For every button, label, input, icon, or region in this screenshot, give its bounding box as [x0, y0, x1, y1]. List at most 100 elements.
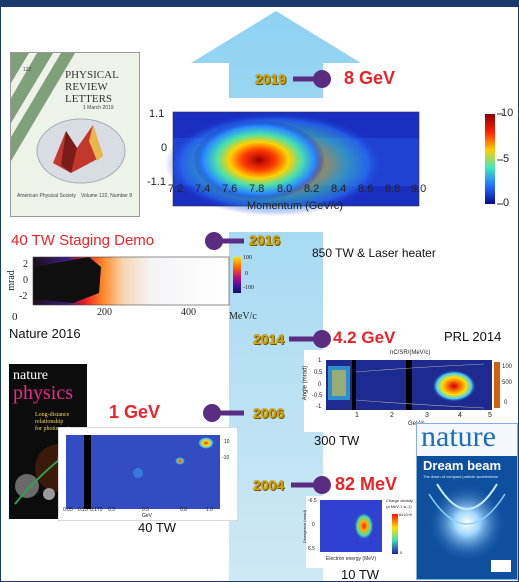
staging-cbar-tick: 0 — [245, 271, 248, 277]
spectrum-2006-xtick: 0.8 — [180, 507, 187, 513]
year-2014: 2014 — [253, 331, 285, 347]
spectrum-2014-ytick: 1 — [318, 358, 322, 364]
spectrum-2019-ytick: -1.1 — [147, 176, 166, 188]
caption-2016: Nature 2016 — [9, 326, 81, 341]
nature-physics-headline: Long-distance relationship for photon pa… — [35, 412, 85, 433]
x-tick: 7.6 — [222, 183, 238, 195]
spectrum-2004-ytick: 0 — [312, 522, 315, 528]
year-2016: 2016 — [249, 232, 281, 248]
spectrum-2004-cbar-label: (a MeV-1 sr-1) — [386, 504, 412, 509]
cbar-tick: 5 — [503, 153, 510, 165]
staging-ytick: 0 — [23, 275, 28, 286]
spectrum-2006-rtick: -10 — [222, 455, 230, 461]
energy-2016: 40 TW Staging Demo — [11, 232, 155, 249]
year-2019: 2019 — [255, 71, 287, 87]
x-tick: 8.2 — [304, 183, 320, 195]
spectrum-2006-xtick: 0.05 — [63, 507, 73, 513]
spectrum-2004-cbar-label: Charge density — [386, 498, 413, 503]
spectrum-2006-xtick: 1.0 — [206, 507, 213, 513]
prl-number: 122 — [23, 67, 32, 73]
spectrum-2004-cbar-tick: 6x10^8 — [399, 512, 412, 517]
spectrum-2014: nC/SR/(MeV/c) Angle (mrad) 1 0.5 0 -0.5 … — [302, 350, 516, 432]
year-2006: 2006 — [253, 405, 285, 421]
spectrum-2006-xtick: 0.15 — [78, 507, 88, 513]
x-tick: 8.8 — [385, 183, 401, 195]
spectrum-2014-title: nC/SR/(MeV/c) — [390, 350, 431, 356]
spectrum-2014-xtick: 2 — [390, 412, 394, 419]
headline-line: Long-distance relationship — [35, 412, 70, 425]
spectrum-2014-ytick: -0.5 — [312, 393, 323, 399]
spectrum-2004-ylabel: Divergence (mrad) — [302, 509, 308, 544]
prl-title-2: REVIEW — [65, 81, 108, 93]
spectrum-2006-xtick: 0.175 — [90, 507, 103, 513]
spectrum-2019-xticks: 7.2 — [168, 183, 183, 195]
spectrum-2019-ytick: 0 — [161, 142, 168, 154]
spectrum-2014-ytick: 0 — [318, 382, 322, 388]
prl-title-1: PHYSICAL — [65, 69, 119, 81]
spectrum-2004-xlabel: Electron energy (MeV) — [326, 556, 377, 562]
nature-cover: nature Dream beam The dawn of compact pa… — [416, 423, 518, 580]
spectrum-2014-ytick: 0.5 — [314, 370, 323, 376]
spectrum-2019-ytick: 1.1 — [149, 108, 165, 120]
spectrum-2019-xlabel: Momentum (GeV/c) — [247, 200, 343, 212]
headline-line: for photon pairs — [35, 426, 74, 432]
prl-cover: PHYSICAL REVIEW LETTERS 1 March 2019 122… — [10, 52, 140, 217]
spectrum-2006-xtick: 0.5 — [142, 507, 149, 513]
caption-2006: 40 TW — [138, 520, 177, 535]
x-tick: 7.8 — [249, 183, 265, 195]
staging-unit: MeV/c — [229, 311, 257, 322]
spectrum-2019: 1.1 0 -1.1 7.2 7.4 7.6 7.8 8.0 8.2 8.4 8… — [147, 98, 515, 232]
caption-2019: 850 TW & Laser heater — [312, 246, 436, 260]
spectrum-2006: 0.05 0.15 0.175 0.3 0.5 0.8 1.0 GeV 10 -… — [58, 427, 238, 521]
top-bar — [1, 1, 518, 7]
spectrum-2004-ytick: -6.5 — [308, 498, 317, 504]
energy-2014: 4.2 GeV — [333, 328, 396, 347]
spectrum-2014-ylabel: Angle (mrad) — [302, 365, 309, 401]
staging-plot: mrad 2 0 -2 0 200 400 MeV/c 100 0 -100 — [5, 253, 257, 329]
cbar-tick: 0 — [503, 197, 510, 209]
prl-volume: Volume 122, Number 8 — [81, 193, 133, 199]
staging-ytick: -2 — [19, 291, 28, 302]
journal-2014: PRL 2014 — [444, 329, 502, 344]
nature-headline: Dream beam — [423, 458, 502, 473]
staging-ylabel: mrad — [5, 270, 17, 291]
spectrum-2014-cbar-tick: 500 — [502, 380, 513, 386]
caption-2004: 10 TW — [341, 567, 380, 582]
prl-title-3: LETTERS — [65, 93, 113, 105]
staging-cbar-tick: -100 — [243, 285, 254, 291]
spectrum-2014-xtick: 5 — [488, 412, 492, 419]
spectrum-2006-rtick: 10 — [224, 439, 230, 445]
staging-cbar-tick: 100 — [243, 255, 252, 261]
prl-society: American Physical Society — [17, 193, 76, 199]
energy-2004: 82 MeV — [335, 474, 398, 494]
staging-xtick: 0 — [12, 311, 18, 323]
spectrum-2004: -6.5 0 6.5 Divergence (mrad) Electron en… — [302, 496, 414, 568]
spectrum-2014-xtick: 3 — [425, 412, 429, 419]
x-tick: 7.2 — [168, 183, 184, 195]
spectrum-2004-ytick: 6.5 — [308, 546, 315, 552]
energy-2019: 8 GeV — [344, 68, 396, 88]
nature-physics-sub: physics — [13, 382, 73, 404]
nature-brand: nature — [421, 423, 496, 453]
year-2004: 2004 — [253, 477, 285, 493]
cbar-tick: 10 — [501, 107, 514, 119]
spectrum-2006-xtick: 0.3 — [108, 507, 115, 513]
nature-physics-brand: nature — [13, 368, 48, 383]
x-tick: 9.0 — [411, 183, 427, 195]
spectrum-2004-cbar-tick: 0 — [400, 550, 403, 555]
x-tick: 8.6 — [358, 183, 374, 195]
x-tick: 7.4 — [195, 183, 211, 195]
nature-sub: The dawn of compact particle accelerator… — [423, 474, 499, 479]
x-tick: 8.4 — [331, 183, 347, 195]
spectrum-2014-xtick: 4 — [458, 412, 462, 419]
spectrum-2006-xlabel: GeV — [142, 513, 153, 519]
spectrum-2014-xtick: 1 — [355, 412, 359, 419]
prl-date: 1 March 2019 — [83, 105, 114, 111]
energy-2006: 1 GeV — [109, 402, 161, 422]
spectrum-2014-cbar-tick: 100 — [502, 364, 513, 370]
spectrum-2014-ytick: -1 — [316, 404, 322, 410]
caption-2014: 300 TW — [314, 433, 360, 448]
staging-xtick: 400 — [181, 307, 196, 318]
staging-xtick: 200 — [97, 307, 112, 318]
